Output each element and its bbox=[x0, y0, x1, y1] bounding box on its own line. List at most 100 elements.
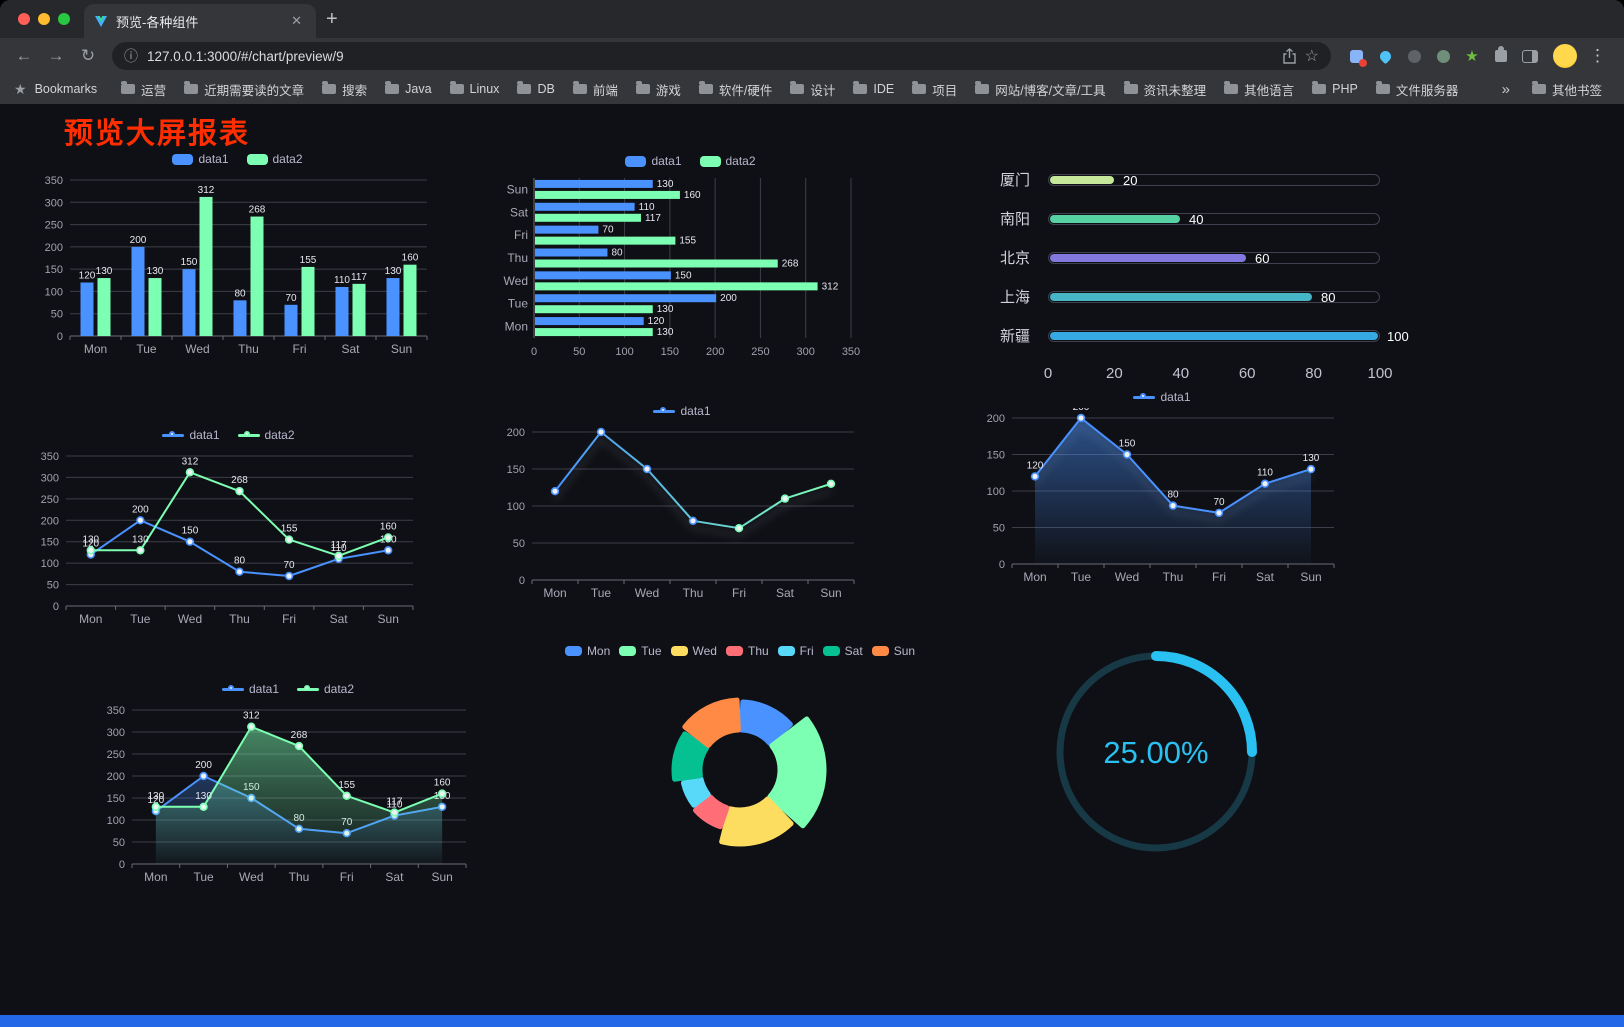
legend-item[interactable]: data1 bbox=[172, 152, 229, 166]
folder-icon bbox=[853, 81, 868, 94]
bookmark-item[interactable]: 近期需要读的文章 bbox=[176, 77, 312, 102]
svg-text:0: 0 bbox=[999, 559, 1005, 571]
sidebar-toggle-icon[interactable] bbox=[1521, 47, 1539, 65]
address-bar[interactable]: ⓘ 127.0.0.1:3000/#/chart/preview/9 ☆ bbox=[112, 42, 1331, 70]
legend-marker-icon bbox=[777, 646, 795, 656]
profile-avatar[interactable] bbox=[1553, 44, 1577, 68]
svg-text:100: 100 bbox=[987, 486, 1005, 498]
bookmarks-star-icon[interactable]: ★ bbox=[14, 80, 27, 97]
bookmark-star-icon[interactable]: ☆ bbox=[1304, 48, 1319, 65]
chart-canvas: 0 50 100 150 200 250 300 350 Mon Tue Wed Thu Fri Sat S… bbox=[45, 175, 428, 356]
svg-text:80: 80 bbox=[1167, 490, 1179, 501]
back-button[interactable]: ← bbox=[15, 46, 33, 65]
svg-text:Tue: Tue bbox=[508, 297, 529, 311]
bookmark-label: 设计 bbox=[810, 83, 836, 98]
puzzle-icon[interactable] bbox=[1492, 46, 1510, 65]
bookmark-item[interactable]: 网站/博客/文章/工具 bbox=[967, 77, 1113, 102]
svg-text:130: 130 bbox=[657, 304, 674, 315]
reload-button[interactable]: ↻ bbox=[80, 46, 96, 65]
bookmarks-label[interactable]: Bookmarks bbox=[34, 82, 98, 96]
legend-item[interactable]: Tue bbox=[619, 644, 662, 658]
bookmark-item[interactable]: PHP bbox=[1304, 79, 1366, 99]
bookmark-item[interactable]: 项目 bbox=[904, 77, 965, 102]
svg-text:Thu: Thu bbox=[1163, 570, 1184, 584]
legend-item[interactable]: data2 bbox=[699, 154, 756, 168]
svg-text:120: 120 bbox=[148, 795, 165, 806]
folder-icon bbox=[912, 81, 927, 94]
legend-item[interactable]: data1 bbox=[162, 428, 220, 442]
legend-item[interactable]: data2 bbox=[237, 428, 295, 442]
legend-item[interactable]: data1 bbox=[1133, 390, 1191, 404]
share-icon[interactable] bbox=[1282, 48, 1296, 64]
svg-text:110: 110 bbox=[639, 202, 655, 213]
svg-text:130: 130 bbox=[148, 791, 165, 802]
bookmark-item[interactable]: DB bbox=[509, 79, 562, 99]
legend-label: Sat bbox=[844, 644, 863, 658]
legend-item[interactable]: Sat bbox=[822, 644, 863, 658]
legend-item[interactable]: data1 bbox=[221, 682, 279, 696]
extension-grid-icon[interactable] bbox=[1347, 47, 1367, 67]
legend-label: data1 bbox=[248, 682, 279, 696]
bookmark-item[interactable]: 文件服务器 bbox=[1368, 77, 1467, 102]
svg-text:Mon: Mon bbox=[543, 586, 566, 600]
svg-text:268: 268 bbox=[249, 205, 266, 216]
bookmark-item[interactable]: Java bbox=[377, 79, 439, 99]
svg-text:Wed: Wed bbox=[185, 342, 209, 356]
bookmark-item[interactable]: 软件/硬件 bbox=[691, 77, 780, 102]
bookmark-item[interactable]: 搜索 bbox=[314, 77, 375, 102]
bookmark-item[interactable]: 设计 bbox=[782, 77, 843, 102]
new-tab-button[interactable]: + bbox=[326, 8, 338, 30]
legend-item[interactable]: data1 bbox=[625, 154, 682, 168]
legend-item[interactable]: data2 bbox=[246, 152, 303, 166]
close-window-button[interactable] bbox=[18, 13, 30, 25]
svg-text:50: 50 bbox=[47, 580, 59, 592]
legend-item[interactable]: Wed bbox=[670, 644, 717, 658]
browser-menu-icon[interactable]: ⋮ bbox=[1589, 46, 1606, 65]
extension-drop-icon[interactable] bbox=[1376, 47, 1394, 65]
chart-canvas bbox=[671, 697, 827, 847]
extension-circle2-icon[interactable] bbox=[1434, 47, 1452, 65]
bookmark-item[interactable]: 运营 bbox=[113, 77, 174, 102]
site-info-icon[interactable]: ⓘ bbox=[124, 48, 138, 64]
bookmark-item[interactable]: 前端 bbox=[565, 77, 626, 102]
url-text[interactable]: 127.0.0.1:3000/#/chart/preview/9 bbox=[147, 48, 344, 64]
legend-label: data2 bbox=[272, 152, 303, 166]
browser-tab[interactable]: 预览-各种组件 ✕ bbox=[84, 4, 316, 38]
bookmark-item[interactable]: Linux bbox=[442, 79, 508, 99]
other-bookmarks-folder[interactable]: 其他书签 bbox=[1524, 77, 1610, 102]
progress-label: 厦门 bbox=[1000, 172, 1031, 189]
axis-tick-label: 0 bbox=[1043, 365, 1053, 382]
tab-close-icon[interactable]: ✕ bbox=[291, 13, 302, 28]
svg-text:50: 50 bbox=[113, 837, 125, 849]
progress-row: 北京 60 bbox=[1000, 238, 1380, 277]
svg-text:Thu: Thu bbox=[507, 251, 528, 265]
legend-marker-icon bbox=[162, 430, 185, 441]
extension-circle-icon[interactable] bbox=[1405, 47, 1423, 65]
bookmarks-overflow-icon[interactable]: » bbox=[1501, 80, 1510, 98]
legend-item[interactable]: Mon bbox=[564, 644, 610, 658]
legend-item[interactable]: data2 bbox=[297, 682, 354, 696]
minimize-window-button[interactable] bbox=[38, 13, 50, 25]
legend-item[interactable]: data1 bbox=[653, 404, 711, 418]
svg-text:Sun: Sun bbox=[391, 342, 412, 356]
svg-text:0: 0 bbox=[531, 346, 537, 358]
svg-text:110: 110 bbox=[334, 275, 350, 286]
extension-star-icon[interactable]: ★ bbox=[1465, 48, 1479, 65]
legend-item[interactable]: Sun bbox=[871, 644, 915, 658]
svg-text:155: 155 bbox=[679, 236, 696, 247]
fullscreen-window-button[interactable] bbox=[58, 13, 70, 25]
legend-marker-icon bbox=[725, 646, 743, 656]
legend-item[interactable]: Thu bbox=[725, 644, 769, 658]
bookmark-item[interactable]: 游戏 bbox=[628, 77, 689, 102]
svg-text:100: 100 bbox=[107, 815, 125, 827]
forward-button[interactable]: → bbox=[47, 46, 65, 65]
svg-text:Tue: Tue bbox=[130, 612, 151, 626]
bookmark-item[interactable]: IDE bbox=[845, 79, 902, 99]
bookmark-item[interactable]: 资讯未整理 bbox=[1116, 77, 1215, 102]
svg-text:70: 70 bbox=[602, 225, 614, 236]
axis-tick-label: 80 bbox=[1305, 365, 1322, 382]
svg-text:268: 268 bbox=[782, 259, 799, 270]
bookmark-item[interactable]: 其他语言 bbox=[1216, 77, 1302, 102]
legend-item[interactable]: Fri bbox=[777, 644, 814, 658]
svg-text:Mon: Mon bbox=[1023, 570, 1046, 584]
